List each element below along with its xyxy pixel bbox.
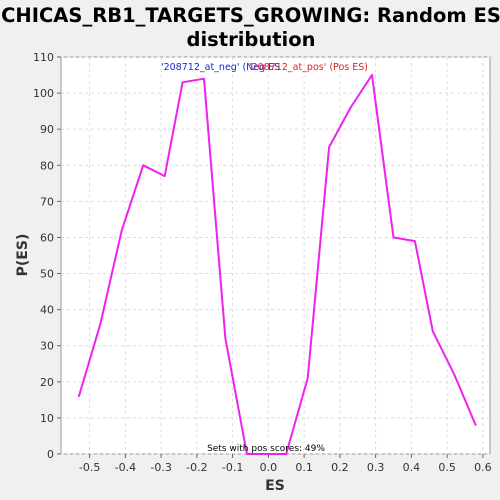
es-data-point <box>306 377 309 380</box>
es-data-point <box>392 236 395 239</box>
x-tick-label: 0.2 <box>331 461 349 474</box>
x-tick-label: -0.2 <box>186 461 207 474</box>
es-data-point <box>99 323 102 325</box>
series-layer <box>77 74 477 455</box>
x-tick-label: 0.5 <box>438 461 456 474</box>
y-tick-label: 110 <box>33 51 54 64</box>
y-tick-label: 60 <box>40 231 54 244</box>
y-axis-label: P(ES) <box>15 234 31 277</box>
x-tick-label: 0.3 <box>367 461 385 474</box>
es-data-point <box>371 74 373 76</box>
es-distribution-line <box>77 74 477 455</box>
x-tick-label: -0.3 <box>150 461 171 474</box>
es-data-point <box>285 453 288 455</box>
y-tick-label: 30 <box>40 340 54 353</box>
es-data-point <box>246 453 248 455</box>
es-data-point <box>224 337 227 340</box>
x-tick-label: 0.0 <box>260 461 278 474</box>
y-tick-label: 50 <box>40 268 54 281</box>
y-tick-label: 70 <box>40 195 54 208</box>
y-axis-ticks: 0 10 20 30 40 50 60 70 80 90 100 110 <box>33 51 61 461</box>
x-tick-label: -0.1 <box>222 461 243 474</box>
chart-title-line1: CHICAS_RB1_TARGETS_GROWING: Random ES <box>1 4 500 27</box>
x-tick-label: -0.4 <box>115 461 136 474</box>
y-tick-label: 10 <box>40 412 54 425</box>
x-axis-ticks: -0.5 -0.4 -0.3 -0.2 -0.1 0.0 0.1 0.2 0.3 0.4 0.5 0.… <box>79 454 492 474</box>
es-data-point <box>121 229 123 231</box>
x-tick-label: -0.5 <box>79 461 100 474</box>
y-tick-label: 90 <box>40 123 54 136</box>
chart-title-line2: distribution <box>187 28 316 51</box>
pos-scores-annotation: Sets with pos scores: 49% <box>207 444 325 454</box>
es-data-point <box>267 453 270 455</box>
es-data-point <box>163 175 166 177</box>
x-tick-label: 0.6 <box>474 461 492 474</box>
x-tick-label: 0.4 <box>403 461 421 474</box>
x-axis-label: ES <box>265 478 285 494</box>
es-data-point <box>142 164 144 167</box>
es-data-point <box>328 146 330 148</box>
es-data-point <box>432 330 434 333</box>
es-data-point <box>203 77 205 80</box>
legend: '208712_at_neg' (Neg ES) '208712_at_pos'… <box>161 60 368 74</box>
x-tick-label: 0.1 <box>295 461 313 474</box>
es-data-point <box>181 81 184 84</box>
y-tick-label: 80 <box>40 159 54 172</box>
es-data-point <box>349 106 352 109</box>
y-tick-label: 0 <box>47 448 54 461</box>
y-tick-label: 40 <box>40 304 54 317</box>
es-data-point <box>474 424 477 426</box>
legend-pos-es: '208712_at_pos' (Pos ES) <box>249 62 368 73</box>
es-data-point <box>78 395 80 398</box>
y-tick-label: 100 <box>33 87 54 100</box>
legend-neg-es: '208712_at_neg' (Neg ES) <box>161 62 284 73</box>
es-data-point <box>414 240 416 242</box>
es-data-point <box>453 373 456 376</box>
y-tick-label: 20 <box>40 376 54 389</box>
